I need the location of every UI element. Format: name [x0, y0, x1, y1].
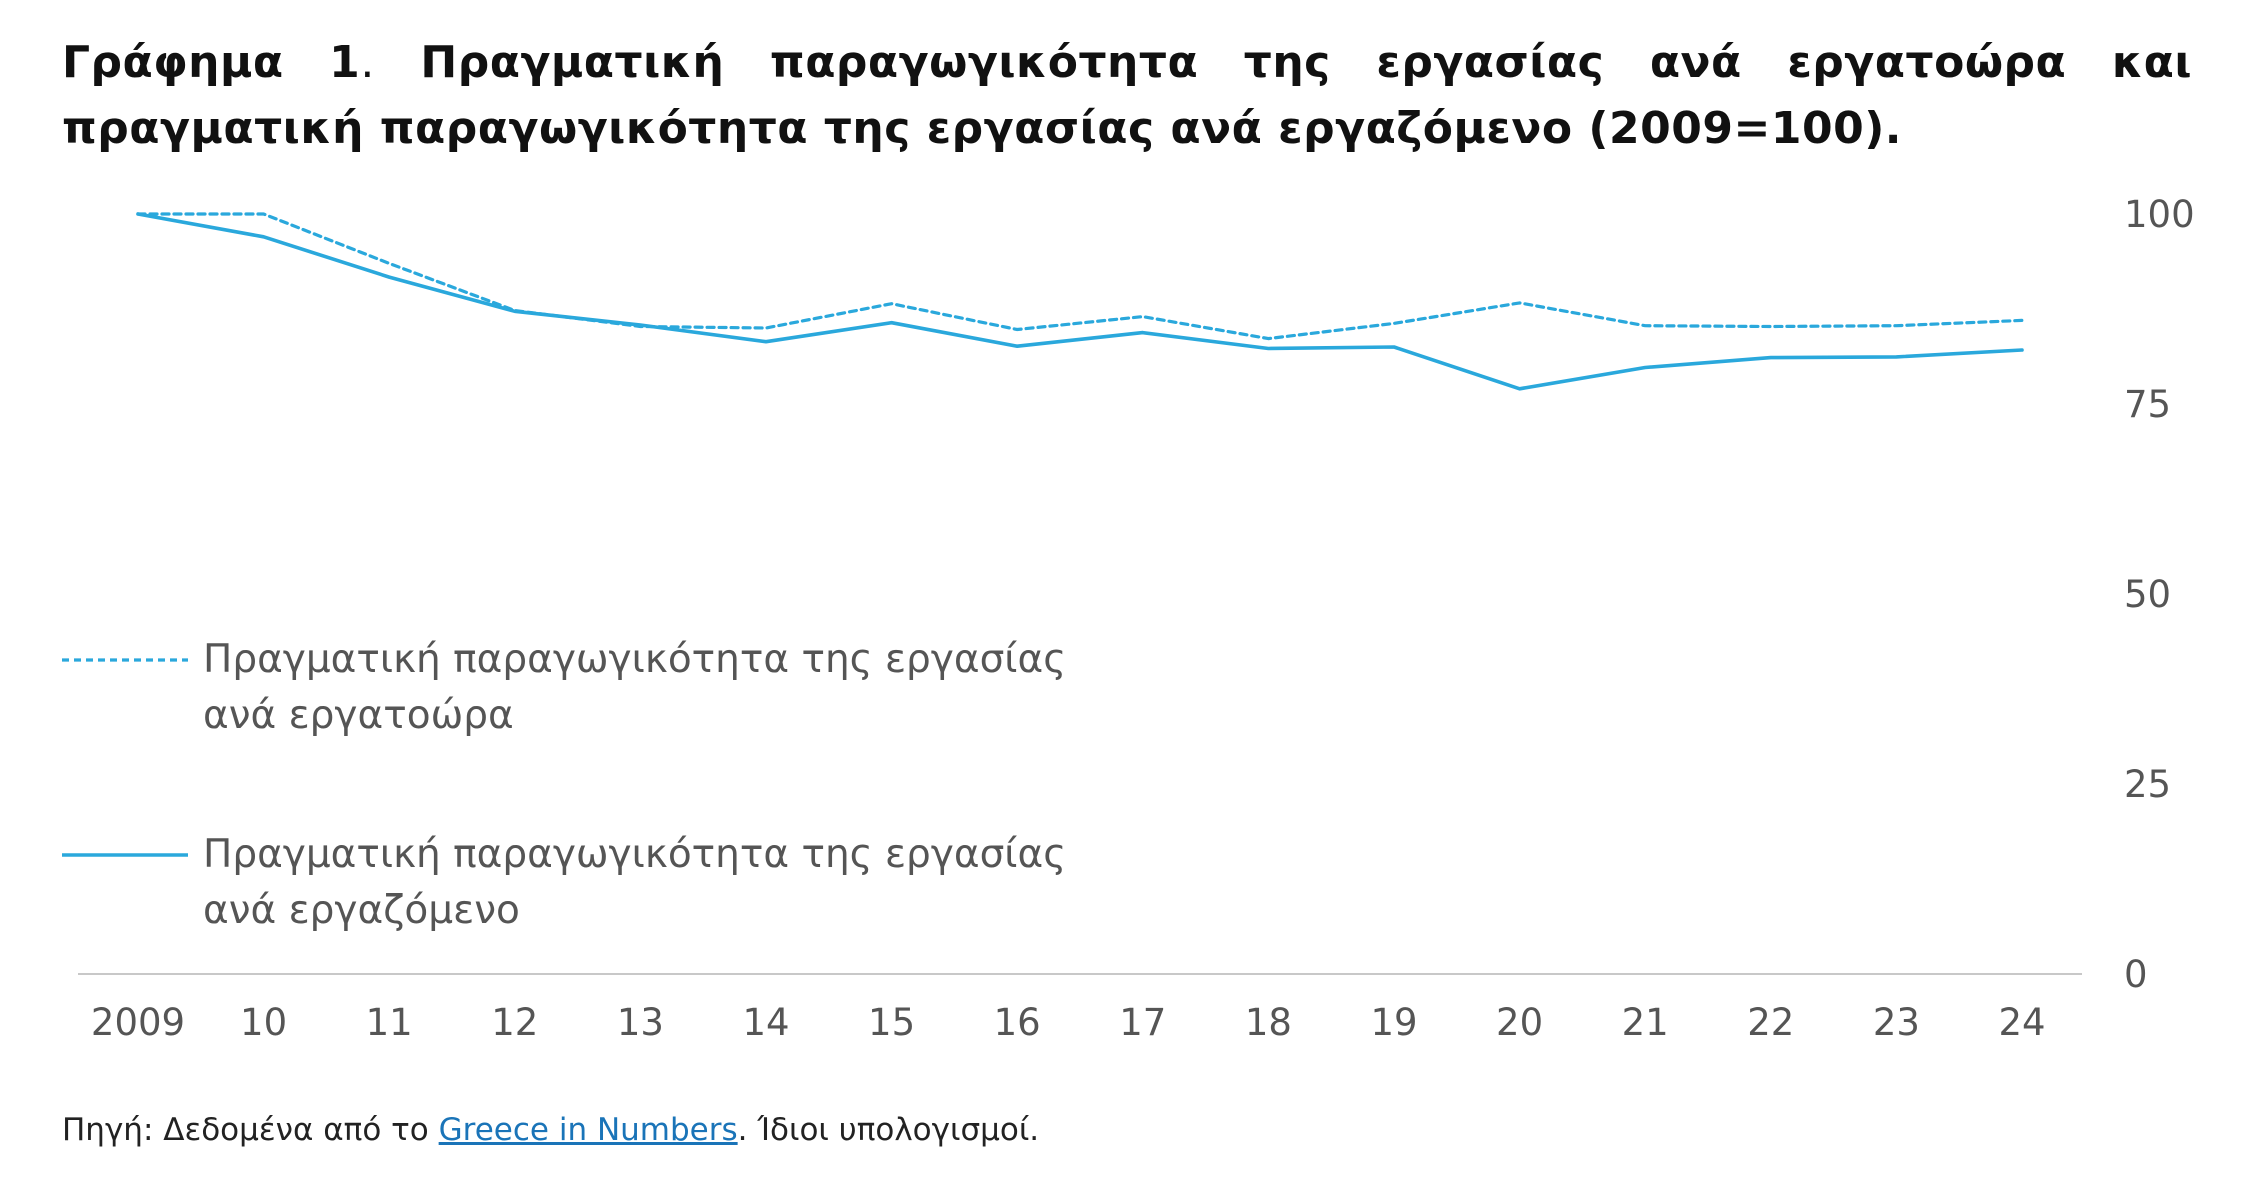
legend-label: ανά εργατοώρα [203, 693, 514, 738]
x-tick-label: 19 [1370, 1001, 1417, 1044]
chart-title-text: Πραγματική παραγωγικότητα της εργασίας α… [62, 37, 2192, 154]
legend-label: Πραγματική παραγωγικότητα της εργασίας [203, 637, 1066, 682]
y-tick-label: 0 [2124, 953, 2148, 996]
y-tick-label: 25 [2124, 763, 2171, 806]
x-tick-label: 17 [1119, 1001, 1166, 1044]
source-suffix: . Ίδιοι υπολογισμοί. [737, 1112, 1040, 1148]
x-tick-label: 14 [742, 1001, 789, 1044]
x-tick-label: 24 [1998, 1001, 2045, 1044]
axis-layer: 100 75 50 25 0 2009 10 11 12 13 14 15 16 17 18 19 20 21 22… [78, 193, 2195, 1044]
legend-layer: Πραγματική παραγωγικότητα της εργασίας αν… [62, 637, 1066, 933]
series-line-per-hour [136, 212, 2024, 341]
lines-layer [136, 212, 2024, 391]
y-tick-label: 50 [2124, 573, 2171, 616]
x-tick-label: 18 [1245, 1001, 1292, 1044]
chart-title-separator: . [360, 37, 375, 88]
x-tick-label: 20 [1496, 1001, 1543, 1044]
legend-label: Πραγματική παραγωγικότητα της εργασίας [203, 832, 1066, 877]
x-tick-label: 21 [1622, 1001, 1669, 1044]
x-tick-label: 11 [366, 1001, 413, 1044]
x-tick-label: 2009 [91, 1001, 185, 1044]
source-link[interactable]: Greece in Numbers [438, 1112, 738, 1148]
x-tick-label: 12 [491, 1001, 538, 1044]
chart-title-prefix: Γράφημα 1 [62, 37, 361, 88]
source-note: Πηγή: Δεδομένα από το Greece in Numbers.… [62, 1112, 1039, 1148]
x-tick-label: 23 [1873, 1001, 1920, 1044]
y-tick-label: 75 [2124, 383, 2171, 426]
y-tick-label: 100 [2124, 193, 2195, 236]
series-line-per-employee [136, 212, 2024, 391]
x-tick-label: 22 [1747, 1001, 1794, 1044]
source-prefix: Πηγή: Δεδομένα από το [62, 1112, 439, 1148]
chart-title: Γράφημα 1. Πραγματική παραγωγικότητα της… [62, 30, 2192, 162]
x-tick-label: 15 [868, 1001, 915, 1044]
x-tick-label: 10 [240, 1001, 287, 1044]
x-tick-label: 16 [994, 1001, 1041, 1044]
x-tick-label: 13 [617, 1001, 664, 1044]
legend-label: ανά εργαζόμενο [203, 888, 520, 933]
